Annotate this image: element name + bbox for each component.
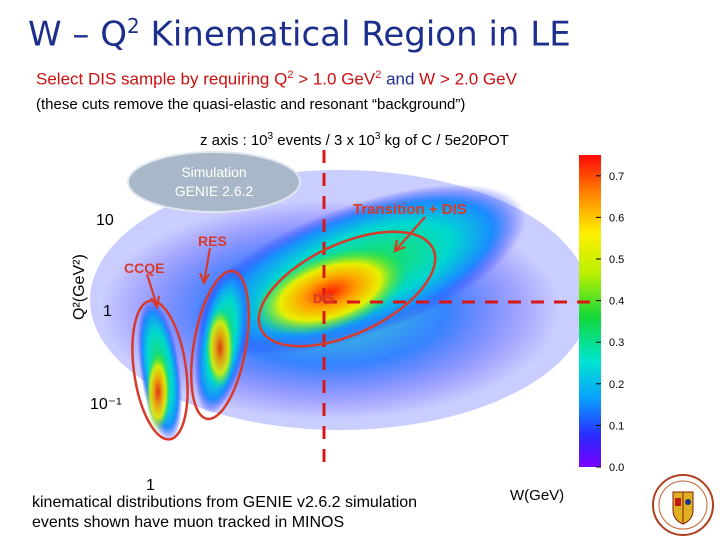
footer-caption: kinematical distributions from GENIE v2.…: [32, 493, 417, 533]
university-seal-logo: [652, 474, 714, 536]
colorbar-tick-label: 0.5: [609, 254, 624, 266]
colorbar: [579, 155, 601, 467]
colorbar-tick-label: 0.7: [609, 171, 624, 183]
slide-title: W – Q2 Kinematical Region in LE: [28, 14, 571, 55]
footer-line1: kinematical distributions from GENIE v2.…: [32, 494, 418, 511]
x-axis-label: W(GeV): [510, 487, 564, 504]
colorbar-tick-label: 0.4: [609, 296, 624, 308]
colorbar-tick-label: 0.3: [609, 337, 624, 349]
transition-region-outline: [257, 230, 437, 348]
x-tick-label: 1: [146, 477, 155, 494]
simulation-badge: Simulation GENIE 2.6.2: [127, 151, 301, 213]
y-tick-label: 10⁻¹: [90, 396, 122, 413]
colorbar-tick-label: 0.2: [609, 379, 624, 391]
y-tick-label: 1: [103, 303, 112, 320]
colorbar-tick-label: 0.6: [609, 212, 624, 224]
cut-note: (these cuts remove the quasi-elastic and…: [36, 96, 466, 113]
cut-description: Select DIS sample by requiring Q2 > 1.0 …: [36, 69, 517, 89]
ccqe-label: CCQE: [124, 260, 164, 276]
simulation-line2: GENIE 2.6.2: [175, 183, 254, 199]
y-tick-label: 10⁻¹: [90, 396, 122, 413]
res-region-outline: [190, 269, 250, 421]
heatmap-density: [90, 170, 590, 442]
transition-dis-label: Transition + DIS: [353, 201, 467, 218]
res-label: RES: [198, 233, 227, 249]
colorbar-tick-label: 0.1: [609, 420, 624, 432]
dis-label: DIS: [313, 291, 335, 306]
y-axis-label: Q²(GeV²): [71, 254, 88, 320]
simulation-line1: Simulation: [181, 164, 246, 180]
z-axis-caption: z axis : 103 events / 3 x 103 kg of C / …: [200, 131, 509, 149]
annotation-arrows: [145, 216, 426, 310]
colorbar-ticks: 0.0 0.1 0.2 0.3 0.4 0.5 0.6 0.7: [596, 171, 624, 474]
colorbar-tick-label: 0.0: [609, 462, 624, 474]
y-tick-label: 10: [96, 212, 114, 229]
footer-line2: events shown have muon tracked in MINOS: [32, 514, 345, 531]
ccqe-region-outline: [131, 299, 189, 441]
